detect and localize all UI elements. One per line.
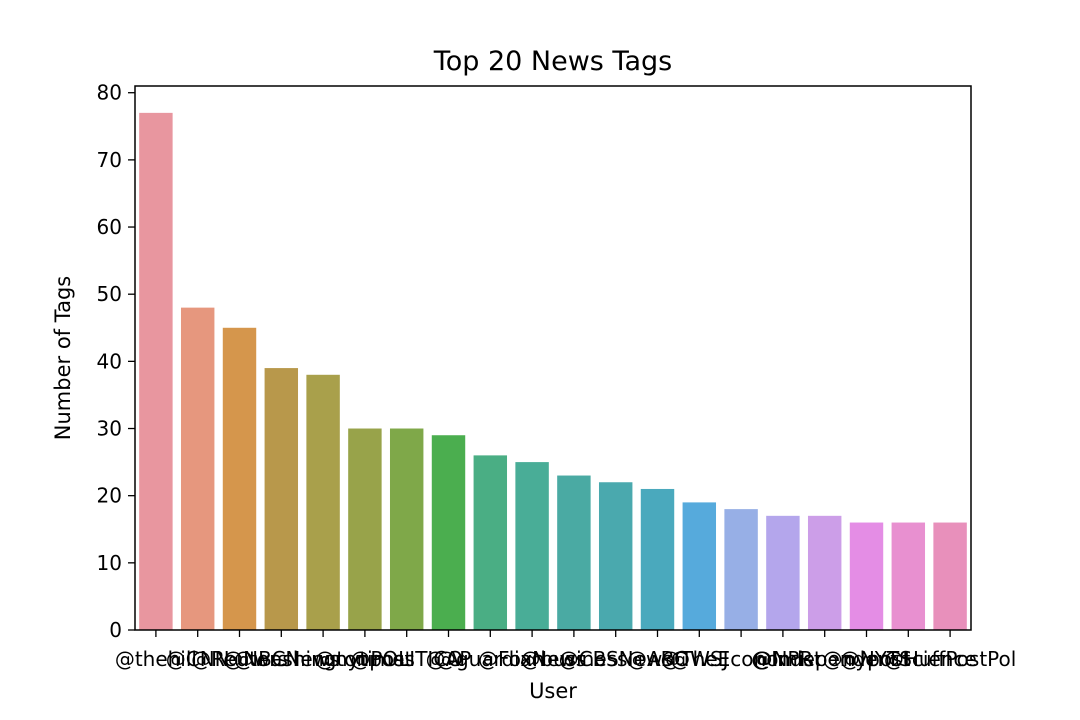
bar-1 bbox=[180, 307, 215, 630]
x-tick-label-4: @washingtonpost bbox=[234, 647, 413, 671]
bar-6 bbox=[389, 428, 424, 630]
bar-12 bbox=[640, 488, 675, 630]
bar-5 bbox=[348, 428, 382, 630]
x-tick-label-0: @thehill bbox=[115, 647, 197, 671]
x-axis: @thehill@CNN@Reuters@NBCNews@washingtonp… bbox=[115, 630, 1016, 671]
x-tick-label-6: @POLITICO bbox=[350, 647, 463, 671]
bar-7 bbox=[431, 435, 466, 630]
y-axis: 0 10 20 30 40 50 60 70 80 bbox=[97, 81, 135, 642]
bar-18 bbox=[891, 522, 926, 630]
bar-15 bbox=[766, 515, 800, 630]
x-tick-label-14: @TheEconomist bbox=[660, 647, 821, 671]
bar-4 bbox=[306, 374, 340, 630]
y-tick-label-0: 0 bbox=[109, 618, 122, 642]
bar-3 bbox=[264, 368, 299, 630]
x-tick-label-11: @CBSNews bbox=[559, 647, 673, 671]
y-tick-label-6: 60 bbox=[97, 215, 122, 239]
bar-13 bbox=[682, 502, 717, 630]
bar-11 bbox=[598, 482, 633, 630]
x-tick-label-16: @Independent bbox=[751, 647, 898, 671]
bars-group bbox=[139, 112, 967, 630]
x-tick-label-10: @business bbox=[520, 647, 627, 671]
x-tick-label-3: @NBCNews bbox=[223, 647, 339, 671]
y-tick-label-2: 20 bbox=[97, 484, 122, 508]
x-tick-label-19: @HuffPostPol bbox=[884, 647, 1016, 671]
y-tick-label-3: 30 bbox=[97, 417, 122, 441]
bar-8 bbox=[473, 455, 508, 630]
x-tick-label-13: @WSJ bbox=[670, 647, 728, 671]
x-tick-label-7: @AP bbox=[426, 647, 472, 671]
y-tick-label-8: 80 bbox=[97, 81, 122, 105]
x-tick-label-18: @NYTScience bbox=[840, 647, 977, 671]
x-tick-label-8: @guardian bbox=[436, 647, 545, 671]
bar-14 bbox=[724, 509, 758, 630]
bar-10 bbox=[557, 475, 591, 630]
bar-16 bbox=[807, 515, 842, 630]
y-tick-label-4: 40 bbox=[97, 349, 122, 373]
y-axis-label: Number of Tags bbox=[51, 276, 75, 440]
bar-17 bbox=[849, 522, 884, 630]
bar-2 bbox=[222, 327, 257, 630]
y-tick-label-7: 70 bbox=[97, 148, 122, 172]
x-tick-label-2: @Reuters bbox=[191, 647, 288, 671]
bar-0 bbox=[139, 112, 173, 630]
bar-9 bbox=[515, 462, 549, 630]
y-tick-label-1: 10 bbox=[97, 551, 122, 575]
x-axis-label: User bbox=[529, 679, 577, 703]
chart-title: Top 20 News Tags bbox=[433, 46, 672, 77]
y-tick-label-5: 50 bbox=[97, 282, 122, 306]
x-tick-label-15: @NPR bbox=[752, 647, 813, 671]
x-tick-label-9: @FoxNews bbox=[478, 647, 586, 671]
x-tick-label-17: @nypost bbox=[823, 647, 911, 671]
plot-frame bbox=[134, 85, 972, 631]
x-tick-label-1: @CNN bbox=[166, 647, 230, 671]
bar-19 bbox=[933, 522, 967, 630]
x-tick-label-5: @nytimes bbox=[315, 647, 415, 671]
x-tick-label-12: @ABC bbox=[627, 647, 688, 671]
